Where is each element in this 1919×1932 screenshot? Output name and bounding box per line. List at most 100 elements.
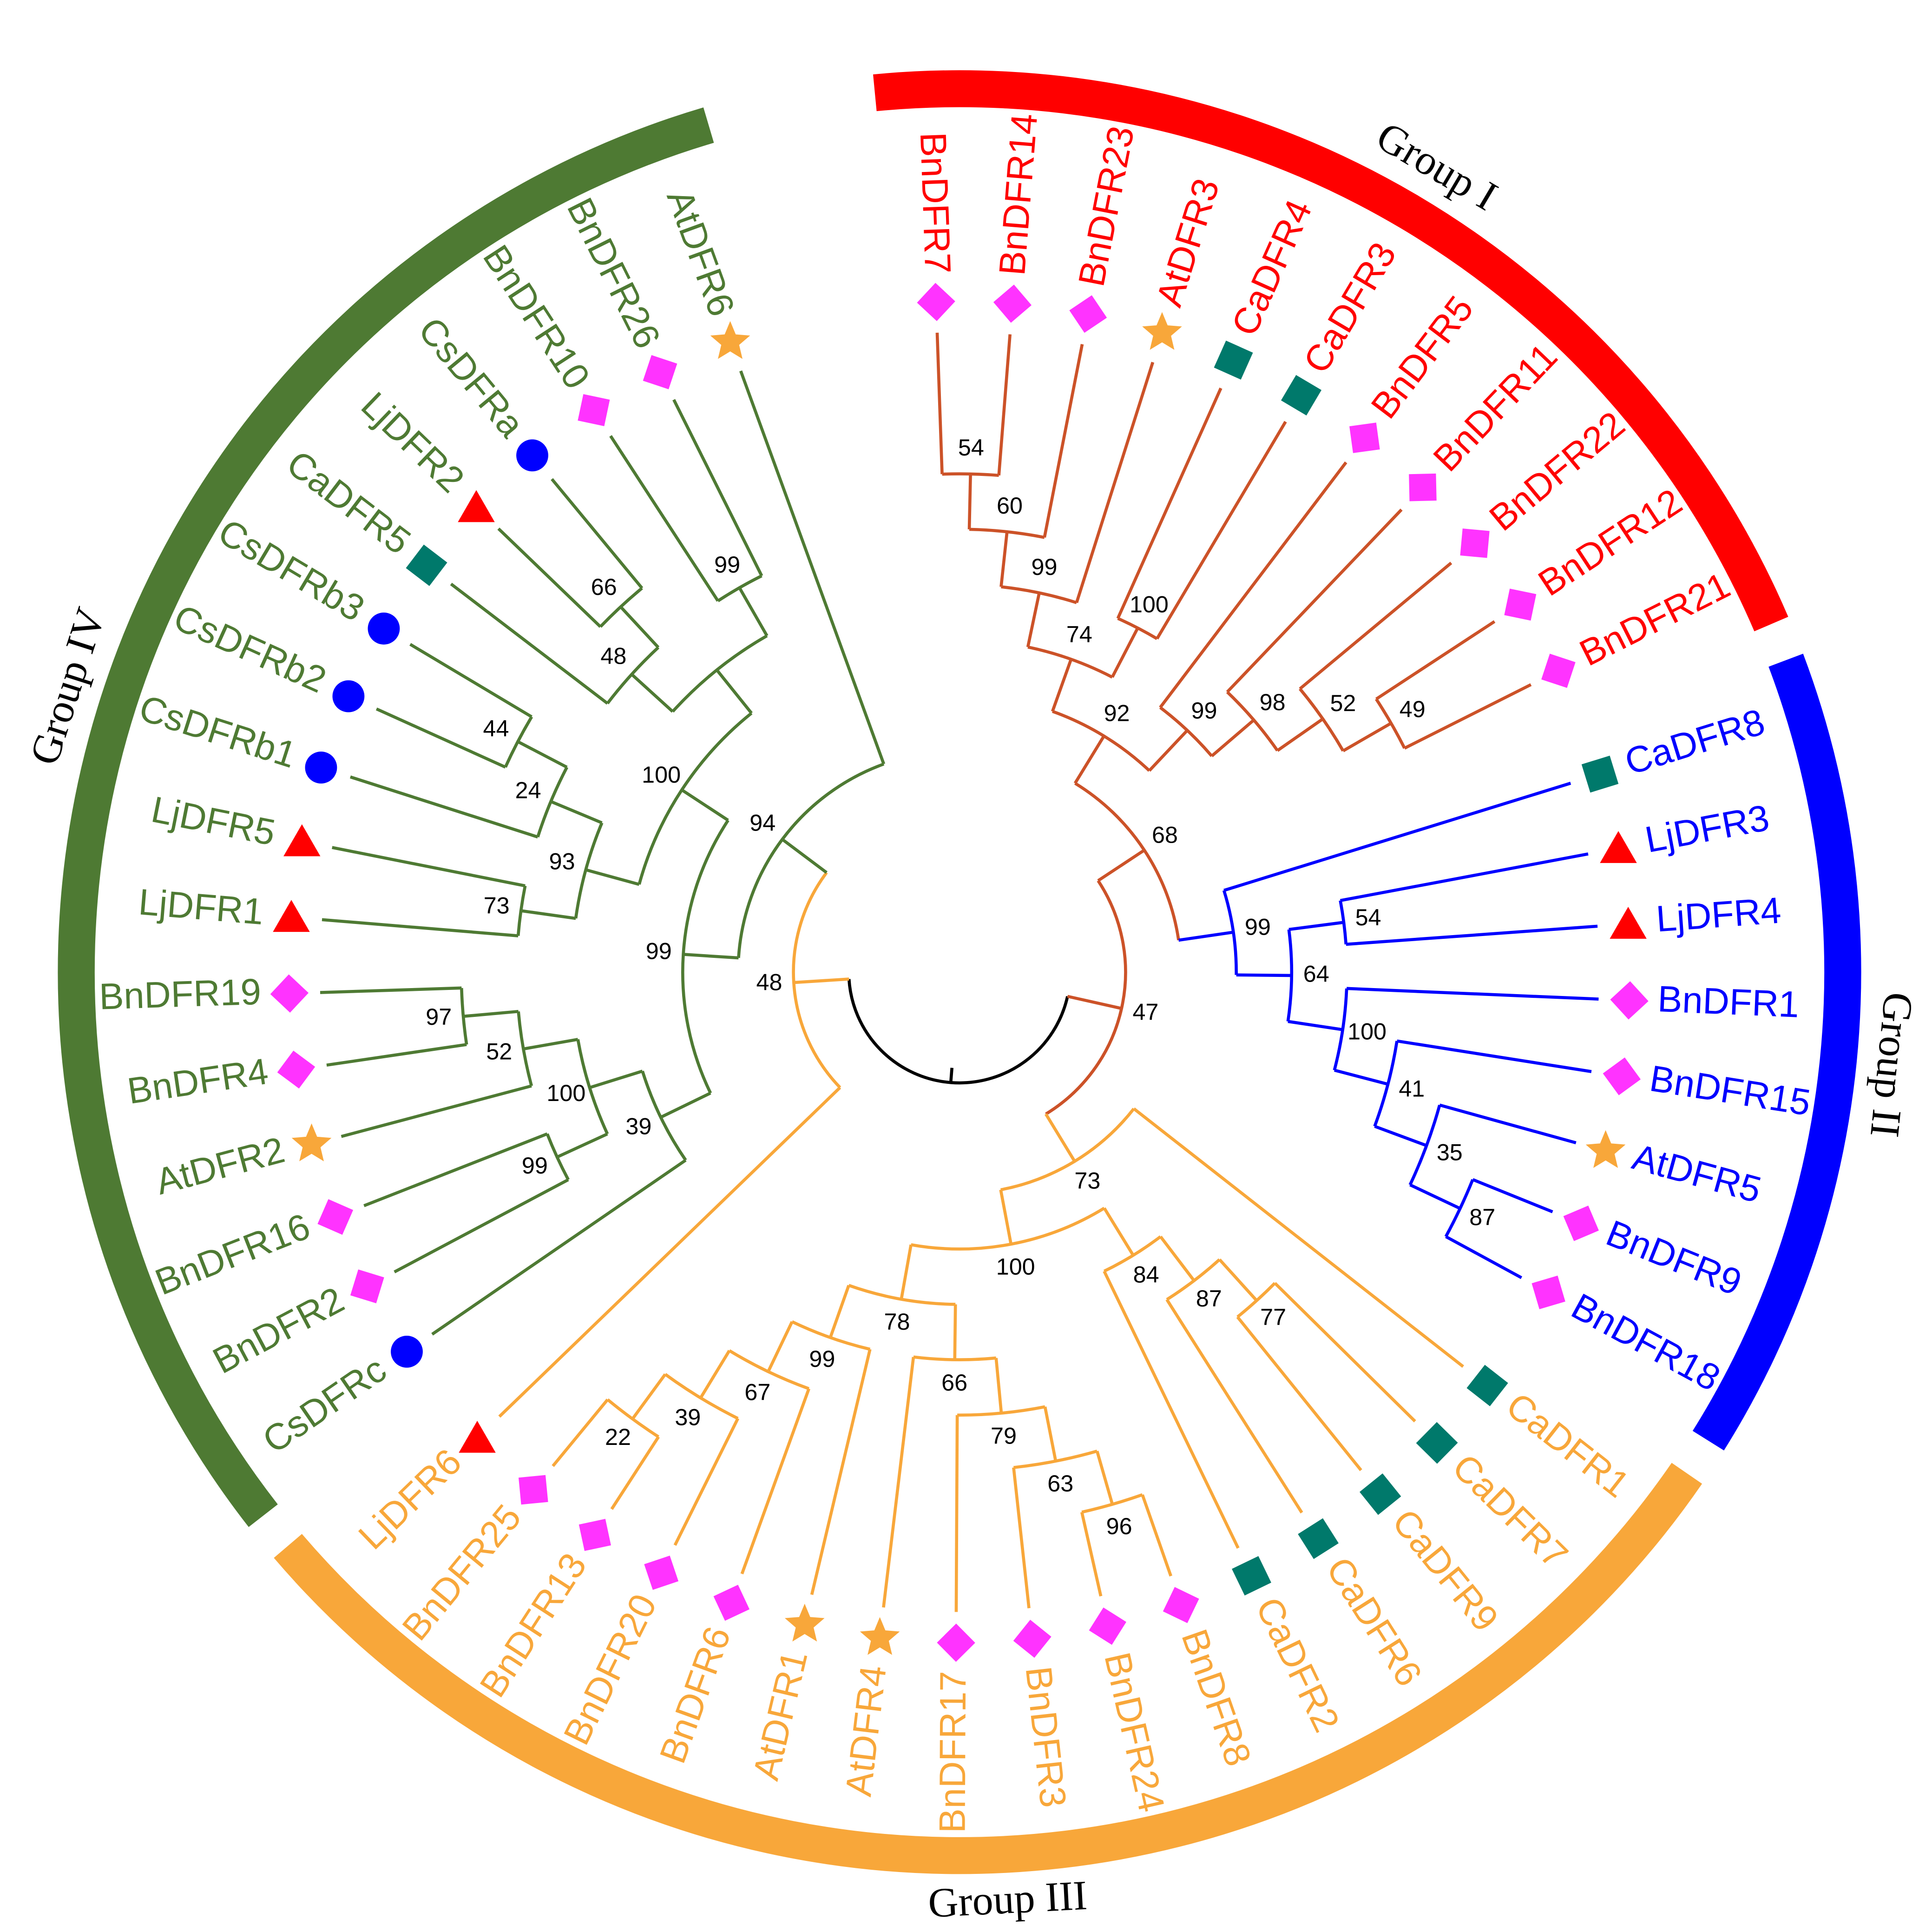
branch (1409, 1183, 1461, 1210)
leaf-label: BnDFR5 (1363, 288, 1481, 426)
branch (1439, 1103, 1577, 1145)
branch-arc (671, 634, 768, 713)
branch-arc (1027, 645, 1113, 679)
leaf-label: BnDFR3 (1018, 1664, 1075, 1809)
leaf-label: LjDFR5 (148, 788, 279, 853)
leaf-label: BnDFR16 (150, 1205, 315, 1303)
branch (610, 1436, 660, 1510)
support-value: 84 (1133, 1261, 1159, 1287)
branch-arc (516, 885, 527, 936)
marker-diamond (578, 1519, 611, 1551)
branch (1404, 683, 1532, 750)
support-value: 67 (744, 1378, 770, 1405)
branch-arc (1052, 710, 1150, 772)
branch-arc (460, 988, 468, 1045)
branch (699, 1350, 731, 1399)
branch (450, 582, 609, 705)
marker-diamond (317, 1199, 354, 1235)
support-values: 54 60 99 100 74 49 52 98 99 92 54 87 35 41 100 64 99 68 77… (426, 434, 1495, 1539)
leaf-label: CaDFR3 (1295, 235, 1404, 380)
support-value: 60 (997, 492, 1023, 519)
leaf-label: BnDFR18 (1565, 1285, 1727, 1399)
leaf-label: CsDFRa (410, 310, 532, 445)
leaf-label: BnDFR17 (931, 1671, 973, 1833)
branch (1051, 659, 1073, 712)
branch-arc (911, 1207, 1105, 1251)
marker-diamond (644, 1556, 679, 1590)
branch (375, 707, 506, 769)
support-value: 41 (1399, 1075, 1425, 1102)
leaf-label: BnDFR4 (125, 1050, 271, 1112)
branch (660, 1091, 711, 1119)
marker-star (1142, 312, 1182, 350)
branch (954, 1415, 959, 1612)
branch-arc (664, 1373, 739, 1420)
branch (523, 1038, 578, 1051)
leaf-label: AtDFR3 (1148, 174, 1227, 311)
branch (1334, 1068, 1388, 1086)
group-label: Group III (927, 1873, 1088, 1927)
branch-arc (1117, 617, 1158, 640)
branch (1043, 343, 1084, 538)
branch-arc (1081, 1493, 1143, 1514)
leaf-label: BnDFR26 (559, 191, 669, 355)
marker-diamond (1089, 1607, 1126, 1645)
branch (1445, 1235, 1523, 1279)
leaf-label: LjDFR6 (350, 1441, 469, 1557)
marker-circle (516, 439, 548, 472)
marker-square (1232, 1556, 1271, 1596)
leaf-label: BnDFR15 (1647, 1057, 1814, 1123)
branch (1218, 1258, 1258, 1302)
branch-arc (606, 646, 660, 705)
branch (1165, 1299, 1303, 1514)
branch (935, 332, 944, 475)
branch (556, 1132, 608, 1159)
marker-diamond (1603, 1057, 1641, 1095)
branch (631, 1373, 667, 1420)
branch (552, 1398, 609, 1467)
branch (740, 1388, 810, 1575)
marker-triangle (1610, 907, 1647, 939)
marker-star (291, 1123, 332, 1161)
branch-arc (1408, 1104, 1441, 1186)
root (949, 1068, 954, 1083)
leaf-label: AtDFR6 (659, 184, 743, 322)
group-arc (1692, 653, 1861, 1451)
leaf-label: AtDFR5 (1628, 1136, 1766, 1211)
branch (1374, 1125, 1427, 1147)
marker-diamond (1460, 528, 1490, 558)
marker-diamond (643, 355, 677, 389)
branch (1141, 1494, 1172, 1577)
support-value: 99 (646, 937, 672, 964)
marker-square (1214, 340, 1253, 380)
leaf-label: AtDFR1 (745, 1647, 815, 1784)
branch-arc (1444, 1179, 1474, 1238)
branch (1375, 620, 1496, 700)
support-value: 98 (1260, 689, 1286, 715)
branch (673, 1418, 740, 1546)
leaf-label: LjDFR4 (1655, 890, 1782, 940)
leaf-label: CaDFR2 (1248, 1591, 1348, 1738)
support-value: 93 (549, 848, 575, 875)
branch (1073, 735, 1105, 784)
branch-arc (606, 1398, 659, 1438)
branch-arc (737, 762, 885, 958)
support-value: 96 (1106, 1513, 1132, 1539)
support-value: 99 (1245, 913, 1271, 940)
leaf-label: CsDFRb2 (168, 596, 332, 701)
branch-arc (717, 574, 762, 602)
branch (1226, 508, 1403, 693)
branch-arc (848, 1284, 956, 1306)
branch-arc (1226, 691, 1279, 752)
support-value: 54 (958, 434, 984, 461)
branch (520, 909, 576, 920)
marker-diamond (1563, 1206, 1599, 1241)
leaf-label: LjDFR2 (354, 384, 473, 501)
support-value: 97 (426, 1003, 452, 1030)
branch (517, 740, 568, 769)
branch (1116, 387, 1222, 619)
branch (394, 1178, 569, 1273)
branch (999, 1189, 1013, 1245)
branch (738, 587, 769, 637)
support-value: 99 (1191, 697, 1217, 724)
